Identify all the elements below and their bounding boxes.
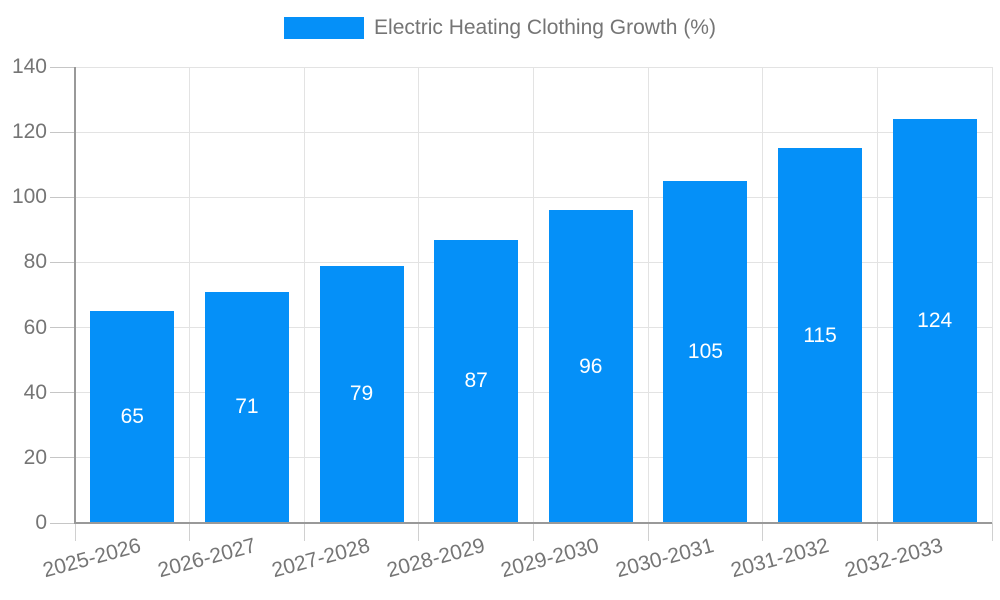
x-axis-tick	[647, 523, 649, 541]
x-axis-label: 2030-2031	[613, 534, 717, 583]
x-axis-label: 2028-2029	[384, 534, 488, 583]
bar-value-label: 71	[235, 395, 259, 419]
x-axis-label: 2026-2027	[154, 534, 258, 583]
y-axis-tick	[50, 392, 75, 394]
y-axis-label: 40	[23, 380, 47, 404]
bar-2025-2026[interactable]	[90, 311, 175, 522]
x-axis-tick	[74, 523, 76, 541]
legend-swatch-icon	[284, 17, 365, 39]
y-axis-label: 120	[11, 120, 47, 144]
bar-2027-2028[interactable]	[319, 265, 404, 522]
bar-2030-2031[interactable]	[663, 181, 748, 522]
y-axis-line	[74, 67, 76, 524]
legend-label: Electric Heating Clothing Growth (%)	[374, 16, 716, 39]
bar-2028-2029[interactable]	[434, 239, 519, 522]
x-axis-tick	[303, 523, 305, 541]
x-axis-label: 2027-2028	[269, 534, 373, 583]
x-axis-label: 2031-2032	[728, 534, 832, 583]
y-axis-tick	[50, 261, 75, 263]
x-axis-tick	[533, 523, 534, 541]
bar-2029-2030[interactable]	[548, 210, 633, 522]
y-axis-label: 0	[35, 511, 47, 534]
bar-value-label: 87	[464, 369, 488, 393]
gridline-vertical	[647, 67, 649, 523]
y-axis-label: 20	[23, 445, 47, 469]
x-axis-label: 2029-2030	[498, 534, 602, 583]
gridline-vertical	[991, 67, 993, 523]
bar-value-label: 115	[803, 323, 837, 347]
y-axis-label: 60	[23, 315, 47, 339]
bar-2026-2027[interactable]	[204, 291, 289, 522]
y-axis-tick	[50, 327, 75, 329]
y-axis-tick	[50, 457, 75, 459]
y-axis-tick	[50, 66, 75, 68]
bar-value-label: 105	[687, 340, 723, 363]
x-axis-tick	[189, 523, 191, 541]
gridline-vertical	[303, 67, 305, 523]
gridline-vertical	[189, 67, 191, 523]
x-axis-tick	[762, 523, 764, 541]
y-axis-label: 140	[11, 55, 47, 78]
gridline-vertical	[533, 67, 534, 523]
x-axis-label: 2025-2026	[40, 534, 144, 583]
y-axis-label: 100	[11, 185, 47, 209]
x-axis-tick	[876, 523, 878, 541]
y-axis-tick	[50, 196, 75, 198]
bar-value-label: 65	[120, 405, 144, 429]
x-axis-label: 2032-2033	[842, 534, 946, 583]
gridline-vertical	[876, 67, 878, 523]
y-axis-tick	[50, 522, 75, 524]
legend[interactable]: Electric Heating Clothing Growth (%)	[0, 16, 1000, 40]
bar-value-label: 96	[579, 354, 603, 378]
x-axis-tick	[991, 523, 993, 541]
y-axis-label: 80	[23, 250, 47, 274]
bar-2031-2032[interactable]	[778, 148, 863, 522]
bar-2032-2033[interactable]	[892, 119, 977, 522]
x-axis-line	[74, 522, 992, 524]
gridline-vertical	[762, 67, 764, 523]
y-axis-tick	[50, 131, 75, 133]
gridline-vertical	[418, 67, 420, 523]
bar-value-label: 79	[349, 382, 374, 406]
x-axis-tick	[418, 523, 420, 541]
bar-value-label: 124	[917, 309, 953, 333]
